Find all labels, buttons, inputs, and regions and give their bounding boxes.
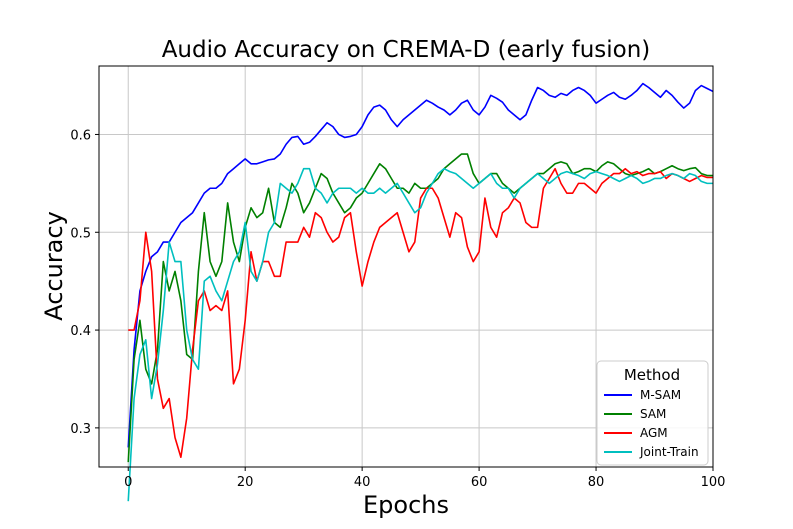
- series-line-joint-train: [127, 167, 713, 502]
- chart-title: Audio Accuracy on CREMA-D (early fusion): [162, 37, 651, 63]
- legend: Method M-SAM SAM AGM Joint-Train: [596, 360, 709, 466]
- series-layer: [127, 82, 714, 502]
- series-line-m-sam: [127, 82, 714, 448]
- series-line-agm: [128, 167, 713, 459]
- x-tick-label: 80: [588, 475, 605, 490]
- legend-entry-label: Joint-Train: [639, 445, 699, 459]
- plot-frame: [98, 65, 714, 468]
- x-tick-label: 100: [701, 475, 726, 490]
- legend-title: Method: [624, 366, 680, 384]
- legend-entry-label: AGM: [640, 426, 668, 440]
- y-tick-label: 0.3: [70, 422, 91, 437]
- series-line-sam: [127, 153, 713, 463]
- x-tick-label: 20: [237, 475, 254, 490]
- y-tick-label: 0.6: [70, 128, 91, 143]
- x-tick-label: 60: [471, 475, 488, 490]
- legend-entry-label: SAM: [640, 407, 666, 421]
- tick-layer: 0 20 40 60 80 100 0.3 0.4 0.5 0.6: [70, 128, 725, 490]
- y-tick-label: 0.5: [70, 226, 91, 241]
- y-tick-label: 0.4: [70, 324, 91, 339]
- y-axis-label: Accuracy: [40, 211, 68, 321]
- x-axis-label: Epochs: [363, 491, 449, 519]
- x-tick-label: 0: [124, 475, 132, 490]
- legend-box: [596, 360, 709, 466]
- legend-entry-label: M-SAM: [640, 388, 681, 402]
- x-tick-label: 40: [354, 475, 371, 490]
